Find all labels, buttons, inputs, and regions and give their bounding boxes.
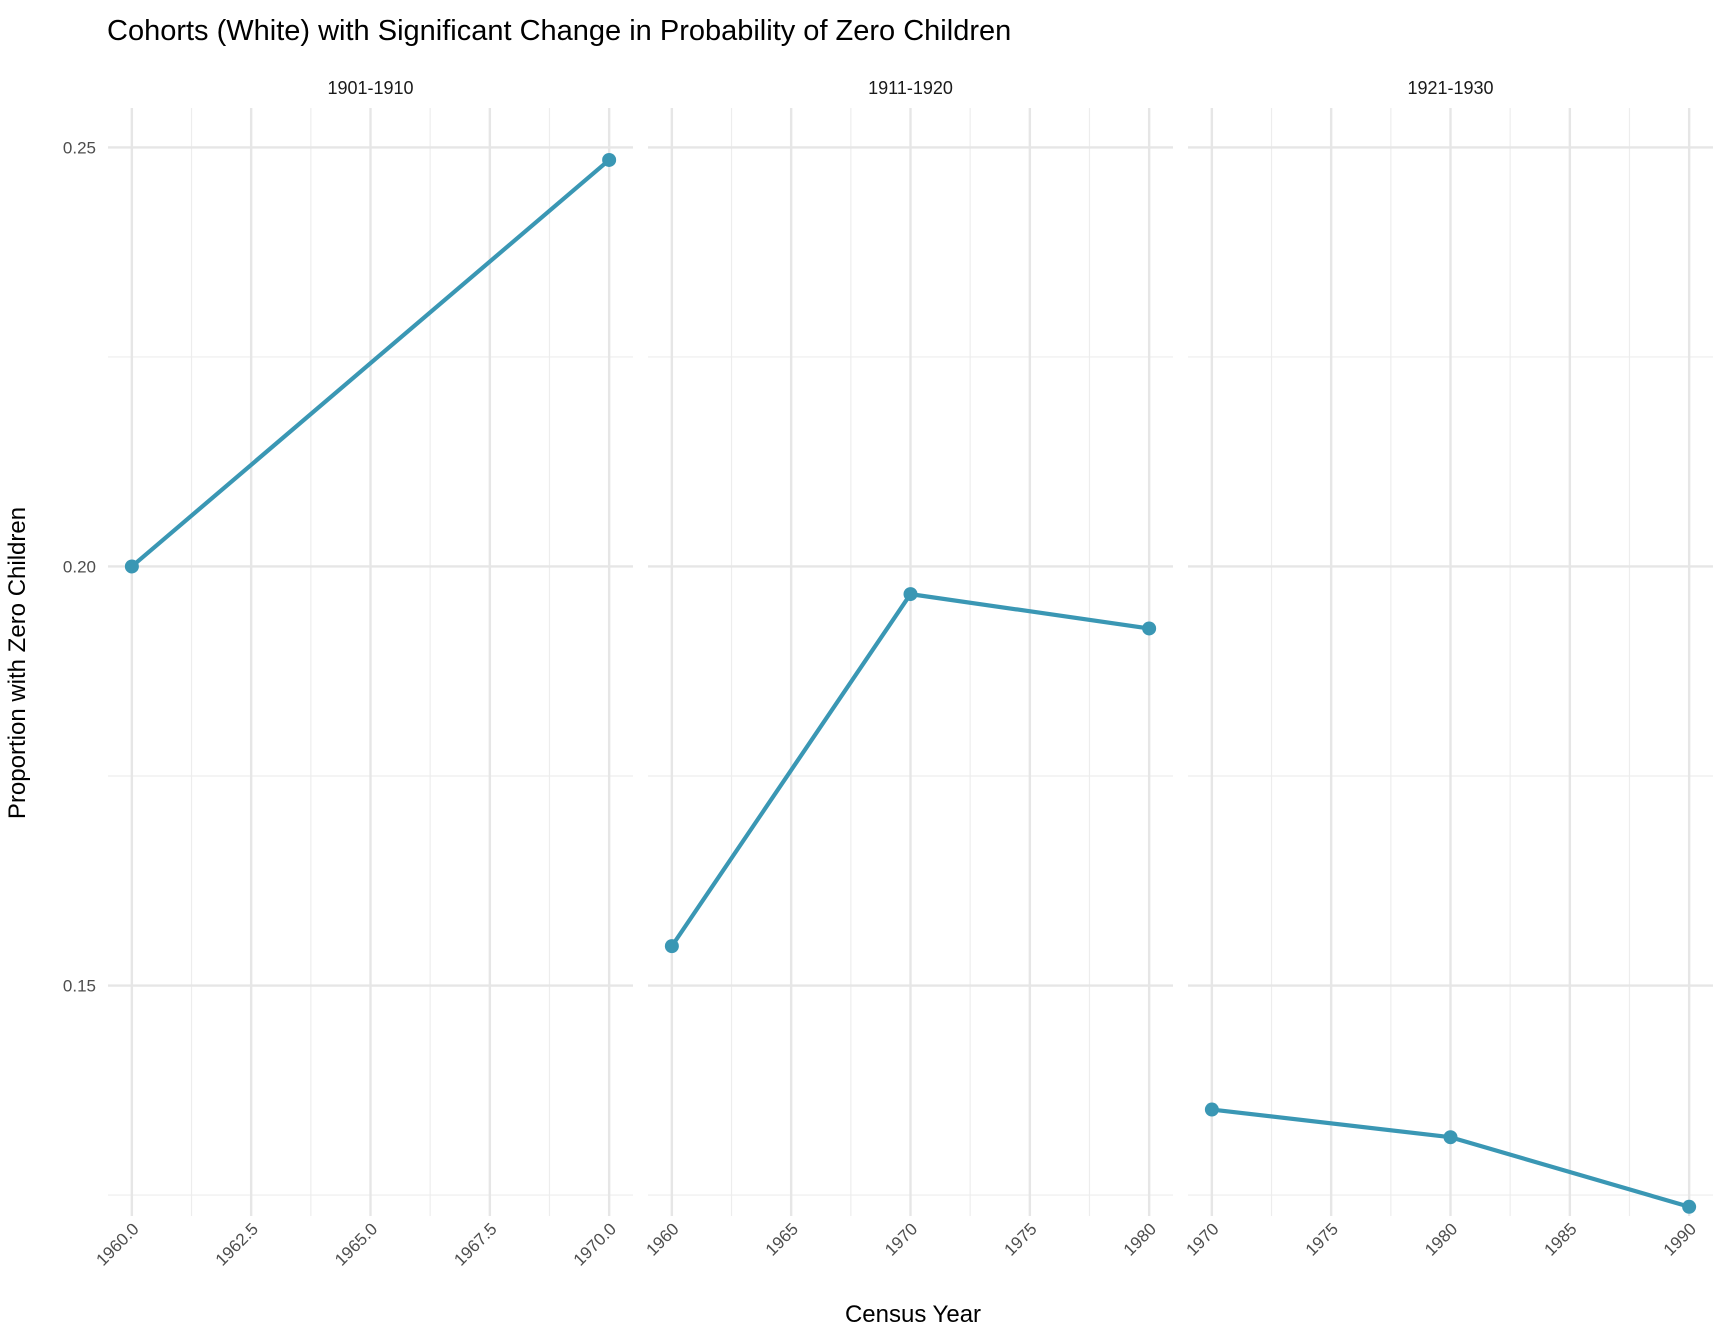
y-tick-label: 0.25: [63, 138, 96, 157]
x-tick-label: 1970.0: [570, 1219, 620, 1269]
data-point: [1682, 1199, 1697, 1214]
y-tick-label: 0.20: [63, 557, 96, 576]
x-tick-label: 1967.5: [450, 1219, 500, 1269]
series-line: [129, 157, 612, 569]
facet-strip-label: 1901-1910: [327, 78, 413, 98]
x-tick-label: 1975: [1000, 1219, 1040, 1259]
x-tick-label: 1990: [1660, 1219, 1700, 1259]
data-point: [1142, 621, 1157, 636]
y-axis-title: Proportion with Zero Children: [4, 507, 31, 819]
data-point: [602, 152, 617, 167]
facet-panel-1921-1930: 1921-1930 1970 1975 1980 1985 1990: [1183, 78, 1713, 1260]
x-tick-label: 1980: [1120, 1219, 1160, 1259]
x-tick-label: 1985: [1540, 1219, 1580, 1259]
x-tick-label: 1970: [881, 1219, 921, 1259]
x-tick-label: 1962.5: [212, 1219, 262, 1269]
facet-strip-label: 1921-1930: [1407, 78, 1493, 98]
x-tick-label: 1970: [1183, 1219, 1223, 1259]
x-tick-label: 1960.0: [92, 1219, 142, 1269]
x-tick-label: 1965: [762, 1219, 802, 1259]
x-tick-label: 1975: [1302, 1219, 1342, 1259]
facet-strip-label: 1911-1920: [868, 78, 953, 98]
facet-panel-1911-1920: 1911-1920 1960 1965 1970 1975 1980: [643, 78, 1173, 1260]
data-point: [903, 587, 918, 602]
data-point: [1204, 1102, 1219, 1117]
data-point: [1443, 1130, 1458, 1145]
facet-panel-1901-1910: 1901-1910 1960.0 1962.5 1965.0 1967.5 1970.0: [92, 78, 633, 1270]
y-tick-label: 0.15: [63, 977, 96, 996]
chart-title: Cohorts (White) with Significant Change …: [107, 15, 1011, 47]
x-tick-label: 1960: [643, 1219, 683, 1259]
x-tick-label: 1980: [1421, 1219, 1461, 1259]
data-point: [124, 559, 139, 574]
data-point: [664, 939, 679, 954]
x-axis-title: Census Year: [845, 1301, 981, 1328]
x-tick-label: 1965.0: [331, 1219, 381, 1269]
y-axis-ticks: 0.15 0.20 0.25: [63, 138, 96, 995]
